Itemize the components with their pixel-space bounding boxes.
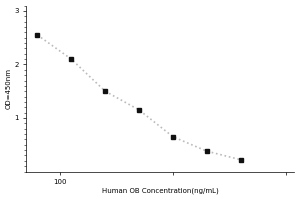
X-axis label: Human OB Concentration(ng/mL): Human OB Concentration(ng/mL) [102, 188, 219, 194]
Y-axis label: OD=450nm: OD=450nm [6, 68, 12, 109]
